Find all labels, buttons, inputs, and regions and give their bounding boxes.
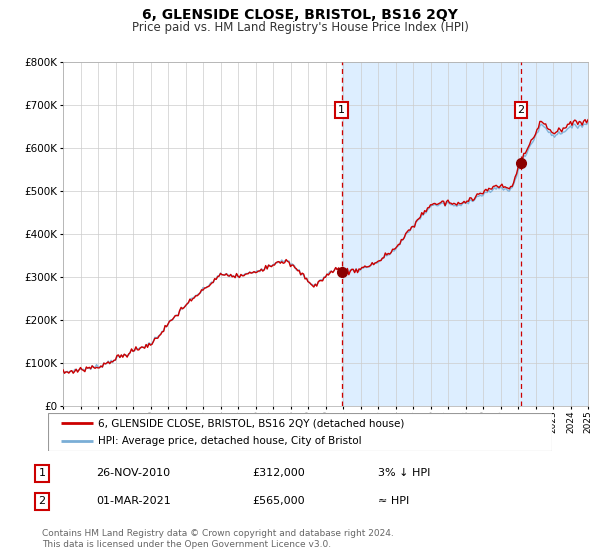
Text: 01-MAR-2021: 01-MAR-2021 (96, 496, 171, 506)
Text: 26-NOV-2010: 26-NOV-2010 (96, 468, 170, 478)
Text: 3% ↓ HPI: 3% ↓ HPI (378, 468, 430, 478)
Text: Price paid vs. HM Land Registry's House Price Index (HPI): Price paid vs. HM Land Registry's House … (131, 21, 469, 34)
Text: 1: 1 (338, 105, 345, 115)
Text: 2: 2 (38, 496, 46, 506)
Text: 1: 1 (38, 468, 46, 478)
Text: £312,000: £312,000 (252, 468, 305, 478)
Text: HPI: Average price, detached house, City of Bristol: HPI: Average price, detached house, City… (98, 436, 362, 446)
Text: Contains HM Land Registry data © Crown copyright and database right 2024.
This d: Contains HM Land Registry data © Crown c… (42, 529, 394, 549)
Text: £565,000: £565,000 (252, 496, 305, 506)
Text: 6, GLENSIDE CLOSE, BRISTOL, BS16 2QY (detached house): 6, GLENSIDE CLOSE, BRISTOL, BS16 2QY (de… (98, 418, 405, 428)
Text: ≈ HPI: ≈ HPI (378, 496, 409, 506)
Bar (341, 62, 588, 406)
Text: 2: 2 (517, 105, 524, 115)
Text: 6, GLENSIDE CLOSE, BRISTOL, BS16 2QY: 6, GLENSIDE CLOSE, BRISTOL, BS16 2QY (142, 8, 458, 22)
